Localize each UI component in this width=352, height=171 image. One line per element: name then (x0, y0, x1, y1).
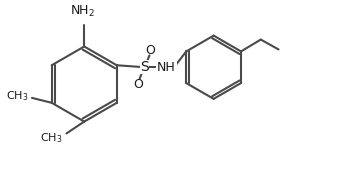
Text: O: O (133, 77, 144, 90)
Text: NH$_2$: NH$_2$ (70, 4, 95, 19)
Text: CH$_3$: CH$_3$ (6, 89, 28, 103)
Text: S: S (140, 60, 149, 74)
Text: NH: NH (157, 61, 176, 74)
Text: O: O (145, 44, 155, 57)
Text: CH$_3$: CH$_3$ (40, 131, 63, 145)
